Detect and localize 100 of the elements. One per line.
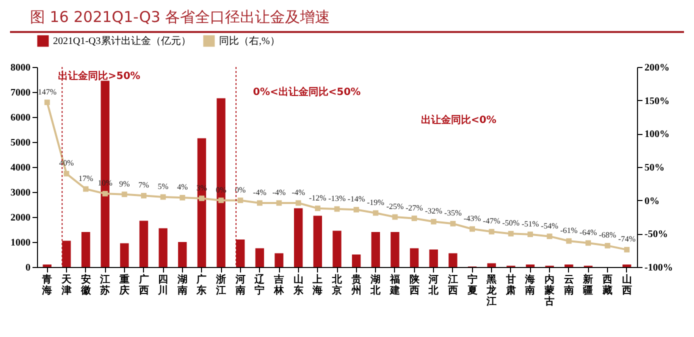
data-label: 5% — [158, 182, 169, 191]
point — [372, 210, 378, 216]
x-tick-label: 海南 — [524, 274, 536, 296]
point — [83, 186, 89, 192]
x-tick-label: 西藏 — [602, 274, 613, 296]
x-tick-label: 新疆 — [582, 274, 594, 296]
data-label: -50% — [502, 218, 520, 228]
y-tick-label: 4000 — [10, 162, 30, 174]
bar — [178, 242, 187, 267]
y-tick-label: 2000 — [10, 212, 30, 224]
data-label: -68% — [598, 230, 617, 240]
x-tick-label: 湖南 — [176, 274, 188, 296]
data-label: -13% — [328, 194, 346, 203]
x-tick-label: 北京 — [331, 274, 343, 296]
data-label: -47% — [482, 216, 501, 226]
y2-tick-label: -50% — [644, 229, 668, 240]
x-tick-label: 天津 — [60, 274, 72, 296]
data-label: -4% — [253, 188, 267, 197]
x-tick-label: 吉林 — [273, 274, 286, 296]
annotation: 出让金同比<0% — [421, 114, 496, 126]
point — [276, 200, 282, 206]
x-tick-label: 山东 — [292, 274, 304, 296]
legend-label: 2021Q1-Q3累计出让金（亿元） — [53, 35, 191, 47]
x-tick-label: 甘肃 — [504, 274, 516, 296]
y-tick-label: 5000 — [10, 138, 30, 148]
point — [198, 196, 204, 202]
point — [604, 242, 610, 248]
y2-tick-label: 150% — [644, 96, 670, 107]
data-label: 4% — [177, 182, 188, 192]
point — [450, 220, 456, 226]
bar — [352, 254, 361, 267]
data-label: -32% — [424, 206, 443, 216]
x-tick-label: 重庆 — [118, 274, 130, 296]
y2-tick-label: 200% — [644, 62, 670, 74]
bar — [313, 216, 322, 267]
bar — [120, 243, 129, 267]
point — [64, 170, 70, 176]
x-tick-label: 陕西 — [408, 274, 420, 296]
point — [238, 198, 244, 204]
data-label: -27% — [406, 203, 424, 212]
data-label: -12% — [309, 193, 327, 202]
chart-title: 图 16 2021Q1-Q3 各省全口径出让金及增速 — [10, 0, 684, 33]
point — [528, 232, 533, 238]
data-label: -74% — [618, 234, 636, 244]
data-label: 7% — [138, 180, 150, 190]
y-tick-label: 8000 — [10, 62, 30, 74]
point — [508, 230, 514, 236]
bar — [429, 250, 438, 267]
bar — [274, 253, 284, 267]
point — [566, 238, 572, 244]
bar — [390, 232, 400, 267]
data-label: -25% — [386, 202, 404, 211]
y2-tick-label: 100% — [644, 129, 670, 140]
x-tick-label: 云南 — [562, 274, 574, 296]
data-label: -64% — [580, 228, 598, 237]
data-label: -43% — [464, 214, 482, 223]
bar — [410, 248, 419, 267]
bar — [158, 228, 168, 267]
x-tick-label: 辽宁 — [254, 274, 266, 296]
data-label: -4% — [272, 188, 286, 197]
data-label: -4% — [292, 188, 306, 197]
bar — [216, 98, 226, 267]
point — [392, 214, 398, 220]
point — [488, 228, 494, 234]
x-tick-label: 上海 — [312, 274, 323, 296]
y-tick-label: 3000 — [10, 188, 30, 198]
point — [180, 194, 186, 200]
point — [470, 226, 476, 232]
data-label: -14% — [348, 194, 366, 204]
y-tick-label: 0 — [26, 262, 30, 274]
y2-tick-label: 50% — [644, 162, 664, 174]
x-tick-label: 湖北 — [370, 274, 382, 296]
x-tick-label: 宁夏 — [466, 274, 478, 296]
data-label: -54% — [540, 221, 559, 230]
y-tick-label: 6000 — [10, 112, 30, 124]
bar — [487, 263, 496, 267]
bar — [255, 248, 264, 267]
x-tick-label: 山西 — [620, 274, 632, 296]
x-tick-label: 浙江 — [215, 274, 226, 296]
point — [218, 198, 224, 204]
point — [314, 206, 320, 212]
point — [160, 194, 166, 200]
point — [296, 200, 302, 206]
bar — [81, 232, 90, 267]
data-label: 147% — [38, 87, 57, 96]
x-tick-label: 贵州 — [350, 274, 362, 296]
point — [122, 192, 128, 198]
y2-tick-label: 0% — [644, 196, 660, 207]
x-tick-label: 江西 — [446, 274, 458, 296]
data-label: 9% — [119, 179, 130, 188]
point — [412, 216, 418, 222]
legend-label: 同比（右,%） — [219, 35, 280, 47]
x-tick-label: 广西 — [138, 274, 149, 296]
bar — [371, 232, 380, 267]
bar — [332, 230, 342, 267]
x-tick-label: 江苏 — [99, 274, 110, 296]
point — [102, 190, 108, 196]
point — [430, 218, 436, 224]
x-tick-label: 河南 — [234, 274, 246, 296]
point — [44, 100, 50, 106]
